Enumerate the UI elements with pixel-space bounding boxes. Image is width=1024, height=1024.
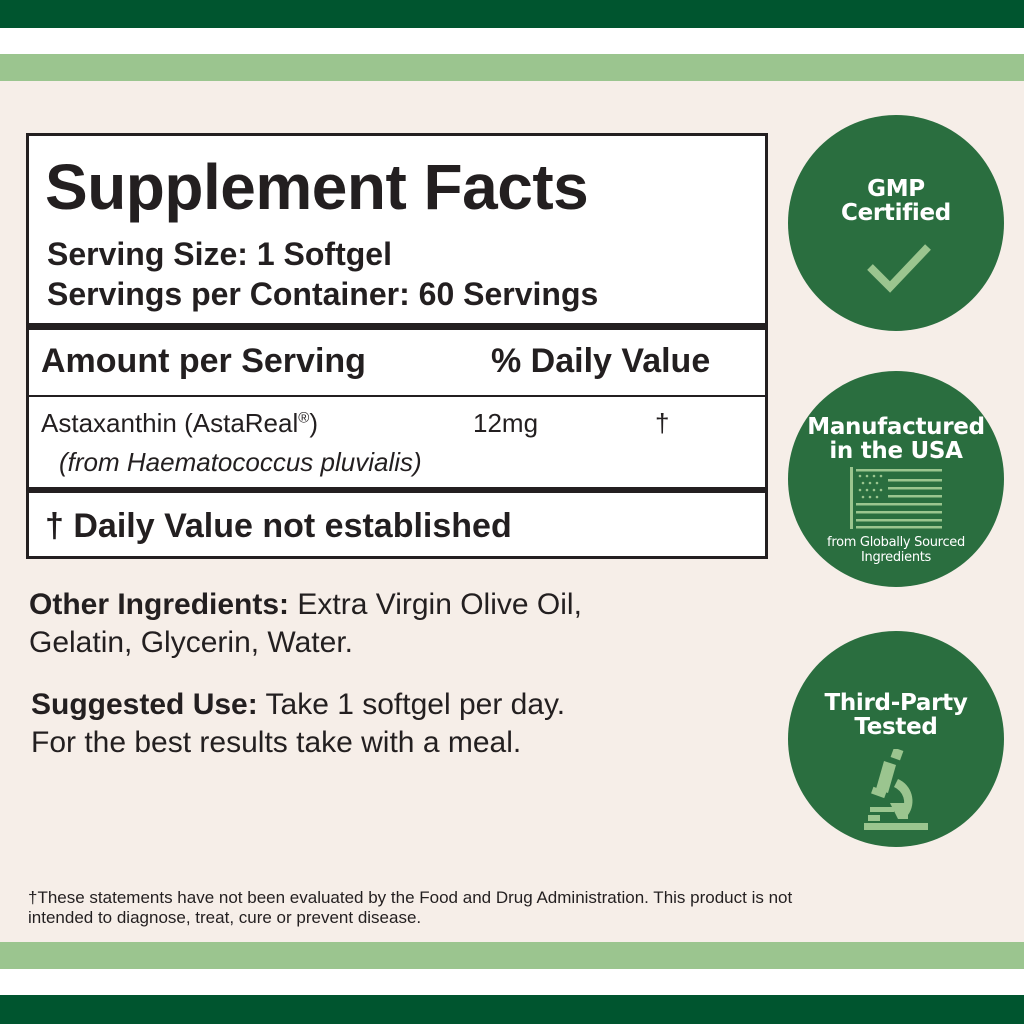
suggested-use-text: For the best results take with a meal. bbox=[31, 726, 522, 759]
suggested-use: Suggested Use: Take 1 softgel per day. Fo… bbox=[31, 686, 565, 762]
top-white-band bbox=[0, 28, 1024, 54]
badge-line: Certified bbox=[841, 200, 951, 226]
badge-line: Third-Party bbox=[824, 690, 968, 716]
panel-title: Supplement Facts bbox=[45, 151, 589, 223]
fda-disclaimer: †These statements have not been evaluate… bbox=[28, 888, 792, 928]
other-ingredients: Other Ingredients: Extra Virgin Olive Oi… bbox=[29, 586, 582, 662]
top-light-band bbox=[0, 54, 1024, 81]
other-ingredients-text: Gelatin, Glycerin, Water. bbox=[29, 626, 353, 659]
us-flag-icon bbox=[850, 467, 942, 529]
divider-thin bbox=[29, 395, 765, 397]
ingredient-source: (from Haematococcus pluvialis) bbox=[59, 447, 422, 477]
disclaimer-line: †These statements have not been evaluate… bbox=[28, 888, 793, 907]
badge-line: GMP bbox=[867, 176, 925, 202]
registered-mark: ® bbox=[298, 409, 310, 427]
divider-thick bbox=[29, 487, 765, 493]
serving-size: Serving Size: 1 Softgel bbox=[47, 236, 392, 272]
badge-line: Tested bbox=[854, 714, 938, 740]
ingredient-name-text: Astaxanthin (AstaReal bbox=[41, 408, 299, 438]
divider-thick bbox=[29, 323, 765, 330]
gmp-certified-badge: GMP Certified bbox=[788, 115, 1004, 331]
badge-line: Manufactured bbox=[807, 414, 985, 440]
checkmark-icon bbox=[867, 244, 931, 293]
other-ingredients-label: Other Ingredients: bbox=[29, 588, 290, 621]
footnote: † Daily Value not established bbox=[45, 507, 512, 545]
badge-subtext: from Globally Sourced bbox=[827, 535, 965, 550]
third-party-tested-badge: Third-Party Tested bbox=[788, 631, 1004, 847]
badge-subtext: Ingredients bbox=[860, 550, 932, 565]
made-in-usa-badge: Manufactured in the USA from Globally So… bbox=[788, 371, 1004, 587]
suggested-use-label: Suggested Use: bbox=[31, 688, 258, 721]
bottom-light-band bbox=[0, 942, 1024, 969]
ingredient-name: Astaxanthin (AstaReal®) bbox=[41, 408, 318, 439]
dv-header: % Daily Value bbox=[491, 342, 711, 380]
ingredient-amount: 12mg bbox=[473, 408, 539, 438]
badge-line: in the USA bbox=[829, 438, 963, 464]
ingredient-dv: † bbox=[655, 408, 670, 438]
supplement-facts-panel: Supplement Facts Serving Size: 1 Softgel… bbox=[26, 133, 768, 559]
servings-per-container: Servings per Container: 60 Servings bbox=[47, 276, 599, 312]
amount-header: Amount per Serving bbox=[41, 342, 366, 380]
disclaimer-line: intended to diagnose, treat, cure or pre… bbox=[28, 908, 422, 927]
other-ingredients-text: Extra Virgin Olive Oil, bbox=[289, 588, 582, 621]
suggested-use-text: Take 1 softgel per day. bbox=[257, 688, 566, 721]
microscope-icon bbox=[864, 749, 928, 830]
bottom-white-band bbox=[0, 969, 1024, 995]
top-dark-band bbox=[0, 0, 1024, 28]
bottom-dark-band bbox=[0, 995, 1024, 1024]
paren: ) bbox=[309, 408, 318, 438]
